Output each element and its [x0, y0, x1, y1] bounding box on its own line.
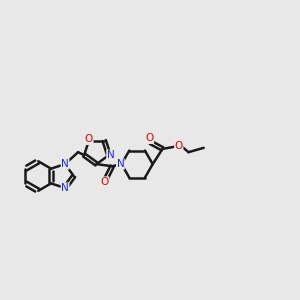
Text: O: O	[100, 177, 109, 187]
Text: N: N	[107, 150, 115, 160]
Text: N: N	[116, 159, 124, 169]
Text: N: N	[61, 183, 69, 193]
Text: N: N	[61, 159, 69, 169]
Text: O: O	[85, 134, 93, 145]
Text: O: O	[145, 134, 154, 143]
Text: O: O	[175, 141, 183, 151]
